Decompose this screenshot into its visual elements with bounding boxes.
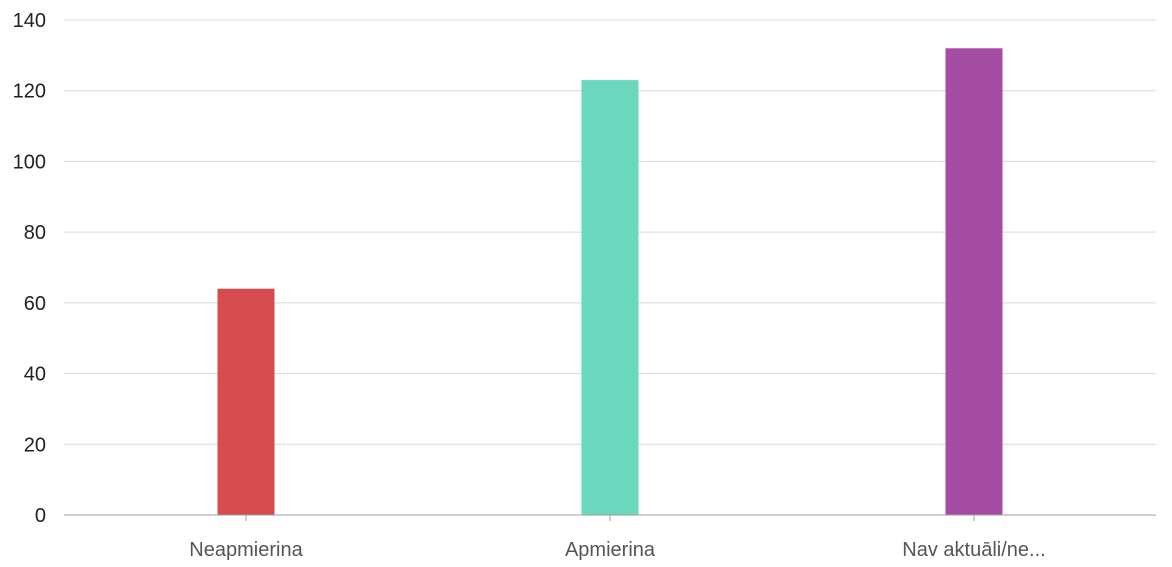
y-tick-label: 0 bbox=[35, 505, 46, 527]
x-tick-label: Apmierina bbox=[565, 539, 656, 561]
x-axis: Neapmierina Apmierina Nav aktuāli/ne... bbox=[189, 515, 1046, 561]
y-tick-label: 60 bbox=[24, 293, 46, 315]
y-tick-label: 40 bbox=[24, 364, 46, 386]
y-tick-label: 100 bbox=[13, 151, 46, 173]
y-tick-label: 80 bbox=[24, 222, 46, 244]
x-tick-label: Neapmierina bbox=[189, 539, 303, 561]
y-axis: 0 20 40 60 80 100 120 140 bbox=[13, 10, 46, 527]
y-tick-label: 20 bbox=[24, 434, 46, 456]
x-tick-label: Nav aktuāli/ne... bbox=[902, 539, 1045, 561]
bar bbox=[217, 288, 275, 515]
bar bbox=[945, 48, 1003, 516]
bar bbox=[581, 80, 639, 515]
bars bbox=[217, 48, 1003, 516]
y-tick-label: 120 bbox=[13, 81, 46, 103]
y-tick-label: 140 bbox=[13, 10, 46, 32]
